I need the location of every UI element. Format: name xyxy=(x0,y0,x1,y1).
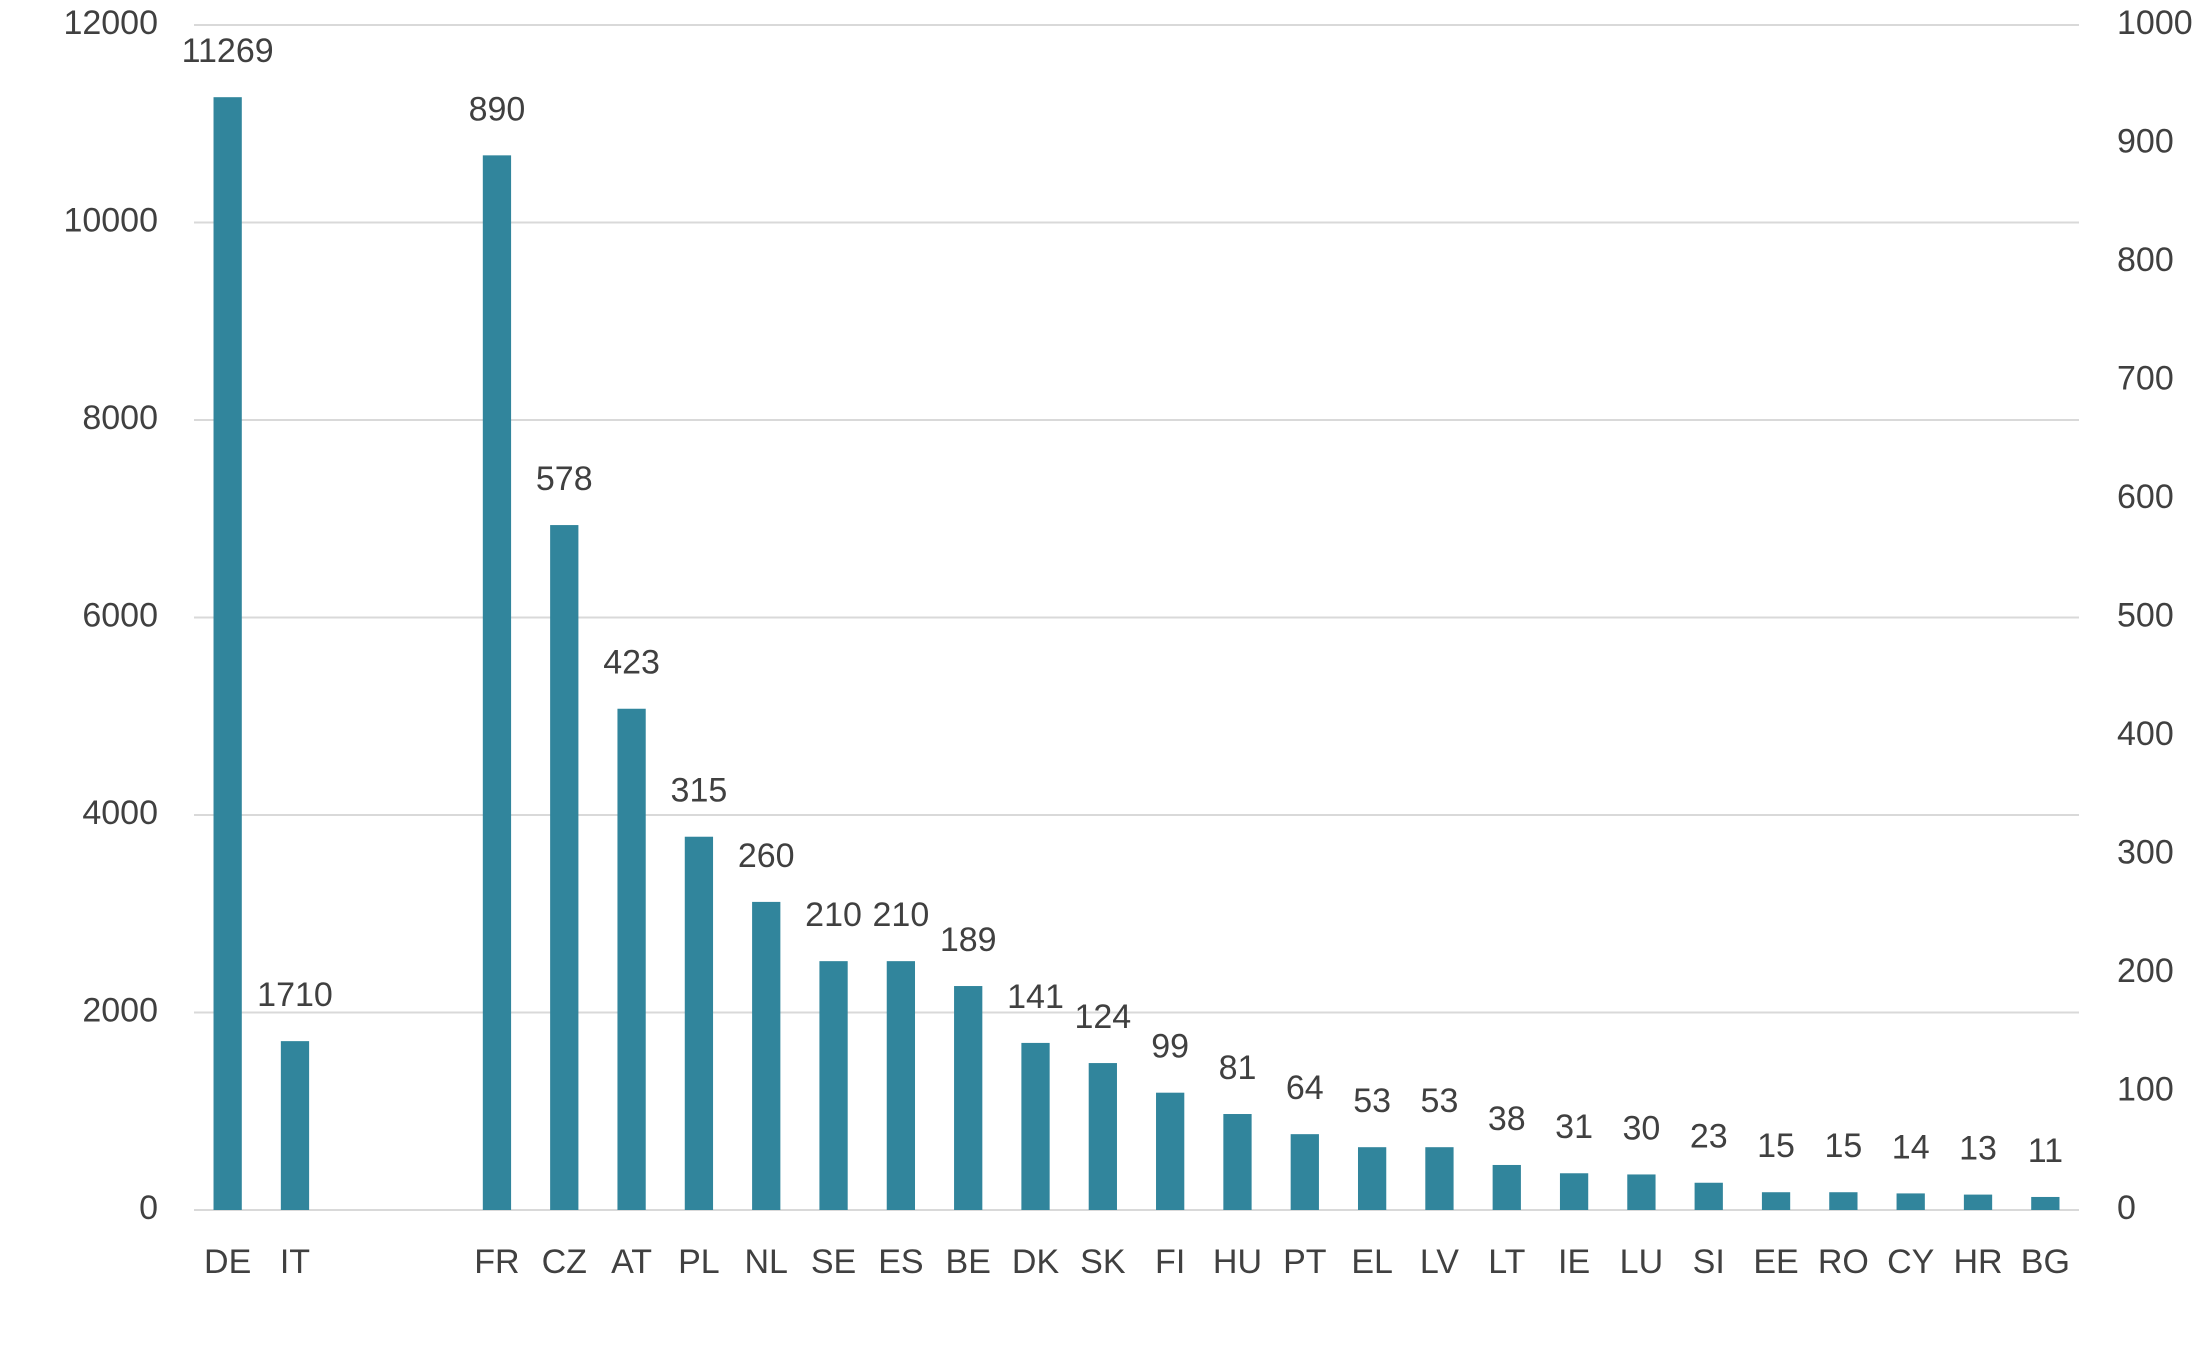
x-tick-label: NL xyxy=(744,1243,787,1281)
x-tick-label: RO xyxy=(1818,1243,1869,1281)
bar xyxy=(2031,1196,2060,1210)
y2-tick-label: 300 xyxy=(2117,833,2174,871)
data-label: 23 xyxy=(1690,1118,1728,1156)
data-label: 578 xyxy=(536,460,593,498)
y2-tick-label: 200 xyxy=(2117,952,2174,990)
data-label: 11269 xyxy=(182,32,274,70)
bar xyxy=(482,155,512,1211)
y2-tick-label: 0 xyxy=(2117,1189,2136,1227)
data-label: 189 xyxy=(940,921,997,959)
bar xyxy=(1829,1192,1858,1210)
y-tick-label: 2000 xyxy=(82,991,158,1029)
x-tick-label: CY xyxy=(1887,1243,1934,1281)
data-label: 15 xyxy=(1824,1127,1862,1165)
x-tick-label: SI xyxy=(1693,1243,1725,1281)
x-tick-label: BE xyxy=(946,1243,991,1281)
data-label: 210 xyxy=(805,896,862,934)
y2-tick-label: 600 xyxy=(2117,478,2174,516)
x-tick-label: IT xyxy=(280,1243,310,1281)
x-tick-label: SE xyxy=(811,1243,856,1281)
bar xyxy=(1021,1042,1050,1210)
y2-tick-label: 500 xyxy=(2117,596,2174,634)
data-label: 260 xyxy=(738,837,795,875)
x-tick-label: DE xyxy=(204,1243,251,1281)
data-label: 890 xyxy=(469,90,526,128)
x-tick-label: IE xyxy=(1558,1243,1590,1281)
y-tick-label: 8000 xyxy=(82,399,158,437)
x-tick-label: PT xyxy=(1283,1243,1326,1281)
y2-tick-label: 1000 xyxy=(2117,4,2193,42)
bar xyxy=(1694,1182,1723,1210)
bar xyxy=(954,986,983,1210)
bar xyxy=(617,708,646,1210)
x-tick-label: LU xyxy=(1620,1243,1663,1281)
bar xyxy=(1425,1147,1454,1210)
y2-tick-label: 100 xyxy=(2117,1070,2174,1108)
y2-tick-label: 800 xyxy=(2117,241,2174,279)
bar xyxy=(1156,1092,1185,1210)
bar xyxy=(550,525,579,1210)
y2-tick-label: 700 xyxy=(2117,359,2174,397)
data-label: 30 xyxy=(1622,1109,1660,1147)
bar xyxy=(1290,1134,1319,1210)
data-label: 423 xyxy=(603,644,660,682)
bar xyxy=(1492,1164,1521,1210)
bar xyxy=(1761,1192,1791,1210)
data-label: 14 xyxy=(1892,1128,1930,1166)
bar xyxy=(213,97,242,1210)
y2-tick-label: 900 xyxy=(2117,122,2174,160)
y-tick-label: 6000 xyxy=(82,596,158,634)
x-tick-label: HR xyxy=(1953,1243,2002,1281)
bar xyxy=(1627,1174,1656,1210)
y-tick-label: 10000 xyxy=(63,201,158,239)
data-label: 31 xyxy=(1555,1108,1593,1146)
data-label: 315 xyxy=(671,772,728,810)
x-tick-label: EL xyxy=(1351,1243,1393,1281)
bar xyxy=(1896,1193,1925,1210)
x-tick-label: AT xyxy=(611,1243,652,1281)
bar xyxy=(280,1041,310,1210)
y2-tick-label: 400 xyxy=(2117,715,2174,753)
x-tick-label: LT xyxy=(1488,1243,1525,1281)
bar xyxy=(1357,1147,1387,1210)
data-label: 38 xyxy=(1488,1100,1526,1138)
data-label: 53 xyxy=(1353,1082,1391,1120)
data-label: 99 xyxy=(1151,1028,1189,1066)
y-tick-label: 4000 xyxy=(82,794,158,832)
x-tick-label: HU xyxy=(1213,1243,1262,1281)
x-tick-label: FI xyxy=(1155,1243,1185,1281)
bar xyxy=(886,961,916,1210)
data-label: 13 xyxy=(1959,1130,1997,1168)
bar xyxy=(684,836,714,1210)
data-label: 11 xyxy=(2028,1132,2063,1170)
data-label: 53 xyxy=(1421,1082,1459,1120)
data-label: 81 xyxy=(1219,1049,1257,1087)
x-tick-label: LV xyxy=(1420,1243,1459,1281)
y-tick-label: 12000 xyxy=(63,4,158,42)
y-tick-label: 0 xyxy=(139,1189,158,1227)
data-label: 124 xyxy=(1074,998,1131,1036)
data-label: 210 xyxy=(873,896,930,934)
x-tick-label: EE xyxy=(1753,1243,1798,1281)
bar xyxy=(752,901,781,1210)
data-label: 1710 xyxy=(257,976,333,1014)
bar xyxy=(1088,1063,1117,1210)
x-tick-label: SK xyxy=(1080,1243,1126,1281)
bar xyxy=(1559,1173,1589,1210)
x-tick-label: DK xyxy=(1012,1243,1060,1281)
bar xyxy=(1963,1194,1993,1210)
bar xyxy=(1223,1114,1252,1210)
data-label: 141 xyxy=(1007,978,1064,1016)
x-tick-label: FR xyxy=(474,1243,519,1281)
x-tick-label: PL xyxy=(678,1243,720,1281)
x-tick-label: ES xyxy=(878,1243,923,1281)
data-label: 15 xyxy=(1757,1127,1795,1165)
x-tick-label: CZ xyxy=(542,1243,587,1281)
bar xyxy=(819,961,848,1210)
data-label: 64 xyxy=(1286,1069,1324,1107)
x-tick-label: BG xyxy=(2021,1243,2070,1281)
